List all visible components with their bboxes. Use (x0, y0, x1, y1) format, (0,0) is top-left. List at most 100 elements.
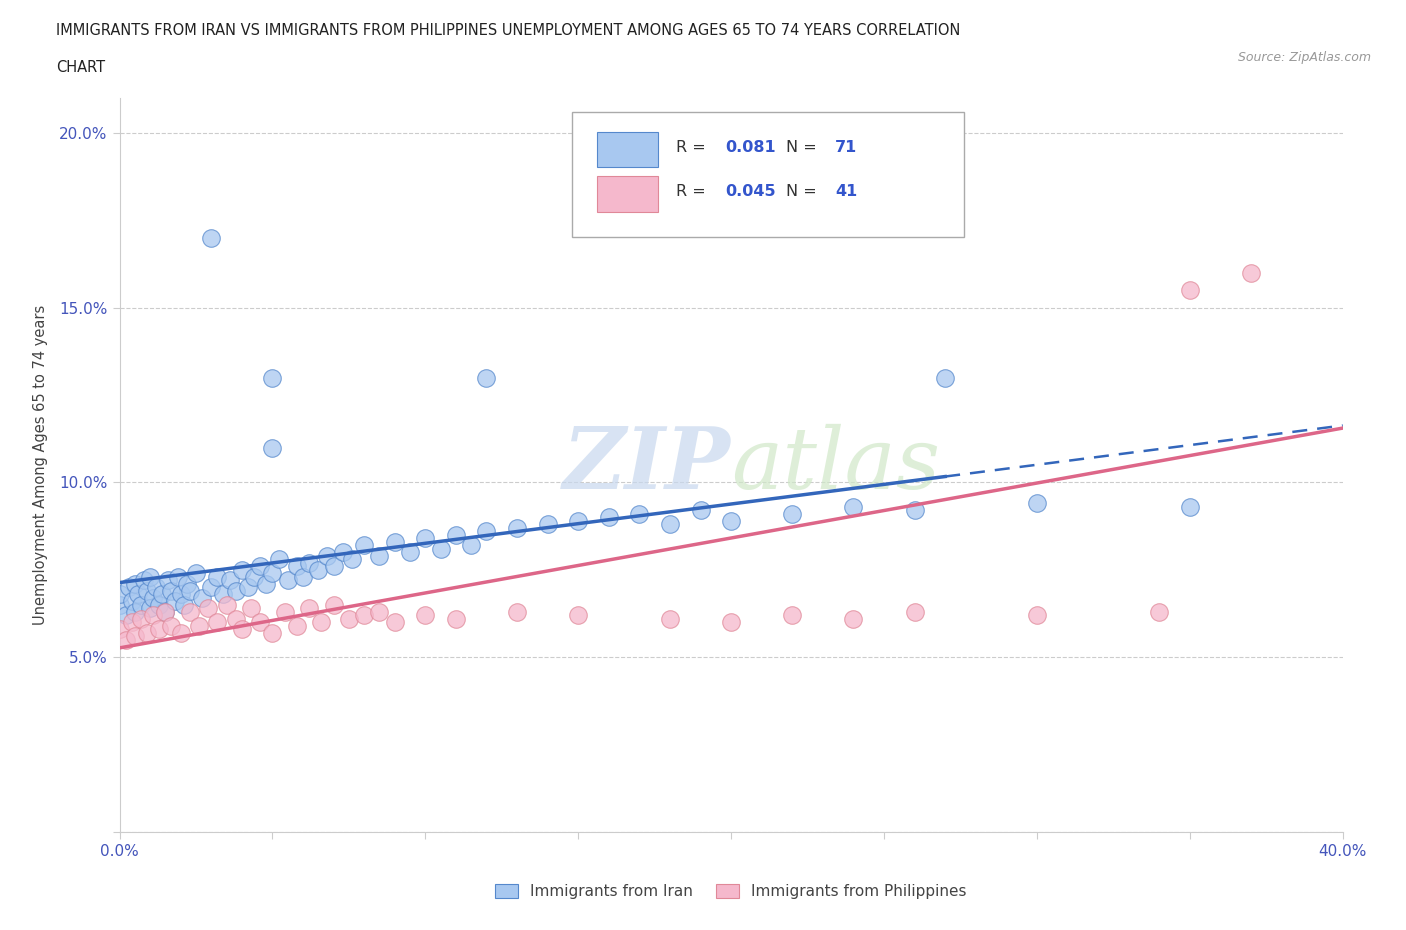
Point (782, 608, 804, 623)
Point (129, 612, 152, 627)
Point (124, 604, 146, 619)
Point (298, 555, 321, 570)
Point (628, 507, 651, 522)
FancyBboxPatch shape (596, 177, 658, 211)
Point (249, 615, 271, 630)
Point (332, 545, 354, 560)
Point (225, 612, 247, 627)
Point (188, 618, 211, 633)
Point (145, 580, 167, 595)
Point (166, 569, 188, 584)
Point (150, 587, 173, 602)
Point (262, 626, 284, 641)
Point (537, 517, 560, 532)
Point (114, 632, 136, 647)
Point (413, 608, 436, 623)
Point (218, 573, 240, 588)
Point (285, 559, 308, 574)
Point (598, 510, 620, 525)
Point (1026, 608, 1049, 623)
Point (934, 370, 956, 385)
Point (285, 618, 308, 633)
Point (169, 587, 191, 602)
Point (240, 601, 263, 616)
Point (311, 615, 333, 630)
Point (108, 587, 131, 602)
Point (114, 608, 136, 623)
Point (782, 507, 804, 522)
Point (139, 569, 162, 584)
Point (506, 604, 529, 619)
Point (689, 503, 711, 518)
Point (200, 230, 222, 245)
Point (720, 615, 742, 630)
Point (384, 615, 406, 630)
Point (197, 601, 219, 616)
Point (273, 604, 295, 619)
Point (157, 573, 180, 588)
Point (1240, 265, 1263, 280)
Text: CHART: CHART (56, 60, 105, 75)
Text: Source: ZipAtlas.com: Source: ZipAtlas.com (1237, 51, 1371, 64)
Point (322, 559, 344, 574)
FancyBboxPatch shape (572, 113, 963, 237)
Point (292, 569, 315, 584)
Point (160, 618, 183, 633)
Text: ZIP: ZIP (564, 423, 731, 507)
Point (148, 597, 170, 612)
Text: 0.045: 0.045 (725, 184, 776, 199)
Point (179, 583, 201, 598)
Point (231, 563, 253, 578)
Point (132, 573, 155, 588)
Point (904, 503, 927, 518)
Point (200, 580, 222, 595)
Point (169, 626, 191, 641)
Point (184, 566, 207, 581)
Point (249, 559, 271, 574)
Text: 0.081: 0.081 (725, 140, 776, 155)
Text: 41: 41 (835, 184, 858, 199)
Point (124, 577, 146, 591)
Point (124, 629, 146, 644)
Point (307, 563, 329, 578)
Text: R =: R = (676, 140, 711, 155)
Point (129, 597, 152, 612)
Point (163, 594, 186, 609)
Point (368, 604, 391, 619)
Point (475, 370, 498, 385)
Point (444, 527, 467, 542)
Point (118, 580, 141, 595)
Point (160, 583, 183, 598)
Point (842, 499, 865, 514)
Point (429, 541, 451, 556)
Point (142, 591, 165, 605)
Point (155, 604, 177, 619)
Point (384, 535, 406, 550)
Point (121, 594, 143, 609)
Point (340, 552, 363, 567)
Point (142, 608, 165, 623)
Point (212, 587, 235, 602)
Point (934, 160, 956, 175)
Text: IMMIGRANTS FROM IRAN VS IMMIGRANTS FROM PHILIPPINES UNEMPLOYMENT AMONG AGES 65 T: IMMIGRANTS FROM IRAN VS IMMIGRANTS FROM … (56, 23, 960, 38)
Point (659, 517, 682, 532)
Point (353, 538, 375, 553)
Point (207, 615, 229, 630)
Point (243, 569, 266, 584)
FancyBboxPatch shape (596, 132, 658, 167)
Point (139, 601, 162, 616)
Point (413, 531, 436, 546)
Point (191, 591, 214, 605)
Point (127, 587, 149, 602)
Point (267, 552, 290, 567)
Legend: Immigrants from Iran, Immigrants from Philippines: Immigrants from Iran, Immigrants from Ph… (489, 878, 973, 906)
Point (567, 513, 589, 528)
Point (1149, 604, 1171, 619)
Point (225, 583, 247, 598)
Point (136, 626, 159, 641)
Point (399, 545, 422, 560)
Point (720, 513, 742, 528)
Point (231, 622, 253, 637)
Point (262, 566, 284, 581)
Point (176, 577, 198, 591)
